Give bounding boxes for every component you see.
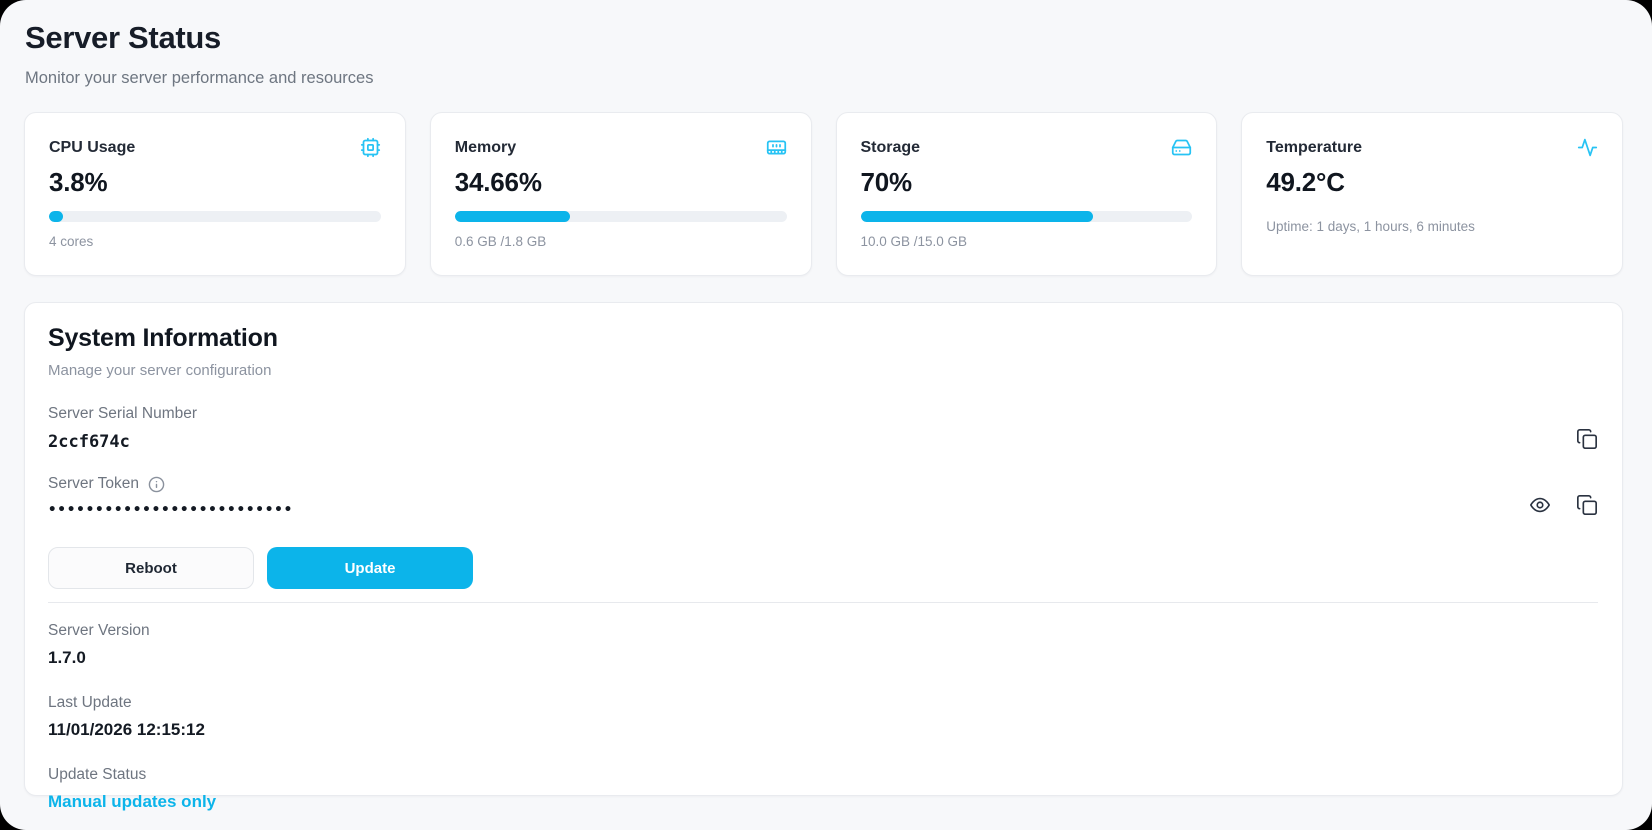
page-subtitle: Monitor your server performance and reso… bbox=[25, 69, 374, 87]
serial-number-label: Server Serial Number bbox=[48, 405, 198, 422]
server-token-label-text: Server Token bbox=[48, 475, 140, 492]
reboot-button[interactable]: Reboot bbox=[48, 547, 254, 589]
serial-number-value: 2ccf674c bbox=[48, 432, 130, 452]
copy-icon bbox=[1577, 429, 1597, 449]
cpu-icon bbox=[360, 137, 381, 158]
cpu-cores-text: 4 cores bbox=[49, 234, 94, 249]
storage-capacity-text: 10.0 GB /15.0 GB bbox=[860, 234, 968, 249]
cpu-progress-track bbox=[49, 211, 381, 222]
cpu-usage-card: CPU Usage 3.8% 4 cores bbox=[24, 112, 406, 276]
server-version-label: Server Version bbox=[48, 622, 150, 639]
panel-divider bbox=[48, 602, 1598, 603]
last-update-block: Last Update 11/01/2026 12:15:12 bbox=[48, 694, 1598, 740]
update-button[interactable]: Update bbox=[267, 547, 473, 589]
system-information-panel: System Information Manage your server co… bbox=[24, 302, 1623, 811]
system-information-title: System Information bbox=[48, 324, 278, 352]
uptime-text: Uptime: 1 days, 1 hours, 6 minutes bbox=[1266, 219, 1475, 234]
memory-card: Memory 34.66% 0.6 GB /1.8 GB bbox=[429, 112, 812, 276]
temperature-value: 49.2°C bbox=[1266, 167, 1345, 197]
info-icon[interactable] bbox=[148, 476, 165, 493]
cpu-progress-fill bbox=[49, 211, 63, 222]
eye-icon bbox=[1530, 497, 1550, 513]
server-token-row: Server Token •••••••••••••••••••••••••• bbox=[48, 475, 1598, 518]
server-token-masked-value: •••••••••••••••••••••••••• bbox=[48, 502, 294, 518]
server-version-block: Server Version 1.7.0 bbox=[48, 622, 1598, 668]
update-status-label: Update Status bbox=[48, 766, 147, 783]
memory-progress-fill bbox=[454, 211, 570, 222]
stat-cards-row: CPU Usage 3.8% 4 cores Memory 34.66% bbox=[24, 112, 1623, 276]
memory-card-label: Memory bbox=[454, 138, 517, 156]
memory-icon bbox=[766, 137, 787, 158]
update-status-value: Manual updates only bbox=[48, 792, 217, 811]
reveal-token-button[interactable] bbox=[1529, 494, 1551, 516]
storage-card-label: Storage bbox=[860, 138, 921, 156]
serial-number-row: Server Serial Number 2ccf674c bbox=[48, 405, 1598, 452]
storage-card: Storage 70% 10.0 GB /15.0 GB bbox=[835, 112, 1218, 276]
cpu-usage-value: 3.8% bbox=[49, 167, 108, 197]
storage-usage-value: 70% bbox=[860, 167, 913, 197]
last-update-label: Last Update bbox=[48, 694, 132, 711]
storage-progress-fill bbox=[860, 211, 1093, 222]
system-information-subtitle: Manage your server configuration bbox=[48, 362, 272, 379]
copy-icon bbox=[1577, 495, 1597, 515]
server-token-label: Server Token bbox=[48, 475, 293, 493]
memory-progress-track bbox=[454, 211, 787, 222]
temperature-card: Temperature 49.2°C Uptime: 1 days, 1 hou… bbox=[1241, 112, 1623, 276]
copy-serial-button[interactable] bbox=[1576, 428, 1598, 450]
activity-icon bbox=[1577, 137, 1598, 158]
memory-usage-value: 34.66% bbox=[454, 167, 542, 197]
last-update-value: 11/01/2026 12:15:12 bbox=[48, 720, 205, 739]
memory-capacity-text: 0.6 GB /1.8 GB bbox=[454, 234, 547, 249]
temperature-card-label: Temperature bbox=[1266, 138, 1362, 156]
copy-token-button[interactable] bbox=[1576, 494, 1598, 516]
page-header: Server Status Monitor your server perfor… bbox=[24, 20, 1623, 88]
page-title: Server Status bbox=[25, 20, 221, 55]
cpu-card-label: CPU Usage bbox=[49, 138, 136, 156]
storage-progress-track bbox=[860, 211, 1193, 222]
update-status-block: Update Status Manual updates only bbox=[48, 766, 1598, 812]
server-version-value: 1.7.0 bbox=[48, 648, 86, 667]
hard-drive-icon bbox=[1171, 137, 1192, 158]
server-actions-row: Reboot Update bbox=[48, 547, 1598, 589]
